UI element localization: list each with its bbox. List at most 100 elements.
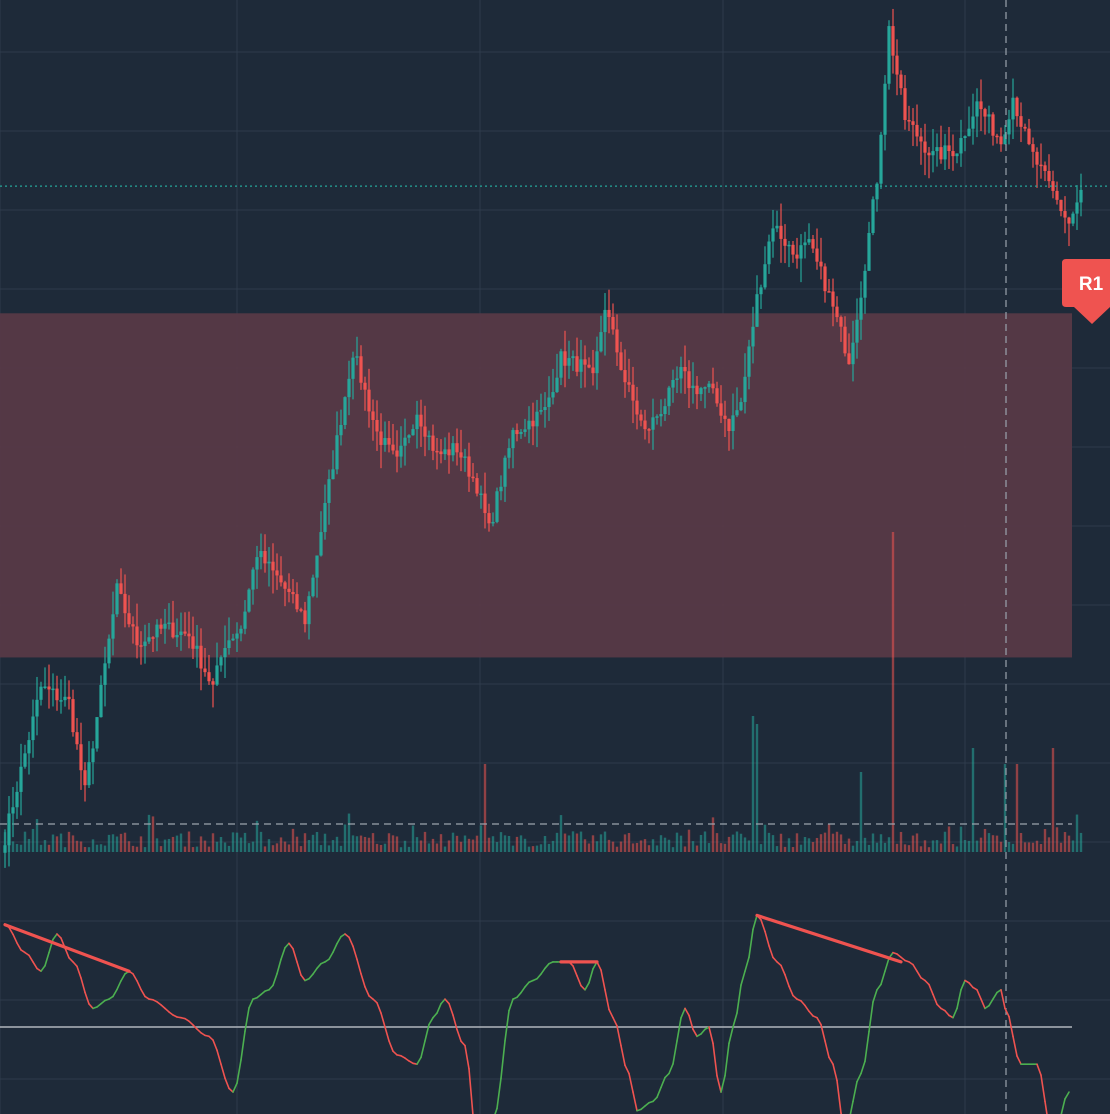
candle-body [35,699,39,717]
oscillator-segment [24,951,30,957]
volume-bar [359,835,363,852]
volume-bar [487,837,491,852]
oscillator-segment [732,1012,738,1028]
volume-bar [755,724,759,852]
candle [1075,185,1079,230]
volume-bar [219,836,223,852]
candle [747,339,751,390]
candle [1067,216,1071,247]
oscillator-segment [620,1044,626,1067]
volume-bar [175,835,179,852]
candle [1079,173,1083,217]
zone-badge[interactable]: R1 [1062,259,1110,324]
volume-bar [367,837,371,852]
candle-body [487,513,491,524]
volume-bar [415,837,419,852]
oscillator-segment [336,935,342,945]
candle-body [795,254,799,259]
candle-body [895,55,899,75]
oscillator-segment [312,967,318,975]
candle-body [391,444,395,451]
volume-bar [583,839,587,852]
volume-bar [475,835,479,852]
volume-bar [19,844,23,852]
candle [227,617,231,655]
volume-bar [711,817,715,852]
volume-bar [983,828,987,852]
volume-bar [35,819,39,852]
candle-body [1011,97,1015,120]
candle-body [979,101,983,110]
candle-body [683,367,687,372]
oscillator-segment [268,984,274,991]
candle-body [175,635,179,638]
candle-body [555,377,559,393]
candle-body [1003,134,1007,145]
candle [103,646,107,707]
candle [39,681,43,706]
candle-body [479,493,483,496]
oscillator-segment [912,963,918,973]
volume-bar [23,831,27,852]
volume-bar [479,825,483,852]
volume-bar [671,847,675,852]
candle [1055,181,1059,205]
candle [935,133,939,167]
volume-bar [883,842,887,852]
candle [1003,125,1007,145]
candle [819,237,823,280]
candle-body [407,435,411,438]
volume-bar [759,844,763,852]
candle [467,442,471,492]
candle-body [79,744,83,771]
candle-body [743,376,747,403]
candle [879,131,883,189]
volume-bar [43,840,47,852]
candle-body [983,109,987,117]
candle-body [43,686,47,688]
volume-bar [467,838,471,852]
candle [63,675,67,707]
candle [283,580,287,607]
volume-bar [287,844,291,852]
candle-body [419,414,423,427]
oscillator-segment [956,988,962,1010]
candle [211,678,215,708]
candle-body [567,358,571,366]
candle-body [647,429,651,431]
volume-bar [435,843,439,852]
volume-bar [127,841,131,852]
volume-bar [223,842,227,852]
volume-bar [811,842,815,852]
candle-body [691,385,695,389]
oscillator-segment [760,919,766,933]
candle [827,279,831,293]
candle [135,603,139,659]
candle [795,237,799,269]
volume-bar [179,833,183,852]
candle-body [363,382,367,390]
volume-bar [211,833,215,852]
candle [663,398,667,421]
candle [667,385,671,416]
candle [635,386,639,430]
oscillator-segment [168,1011,174,1016]
candle-body [151,637,155,639]
candle-body [667,387,671,407]
candle-body [223,648,227,658]
candle [231,633,235,642]
volume-bar [1027,842,1031,852]
zone-badge-label: R1 [1079,274,1104,295]
candle-body [915,124,919,137]
candle-body [135,626,139,646]
oscillator-segment [316,962,322,970]
candle-body [523,429,527,432]
candle [43,667,47,690]
oscillator-segment [12,933,18,944]
volume-bar [283,841,287,852]
candle-body [971,116,975,129]
candle [739,397,743,412]
volume-bar [243,832,247,852]
candle [71,689,75,737]
